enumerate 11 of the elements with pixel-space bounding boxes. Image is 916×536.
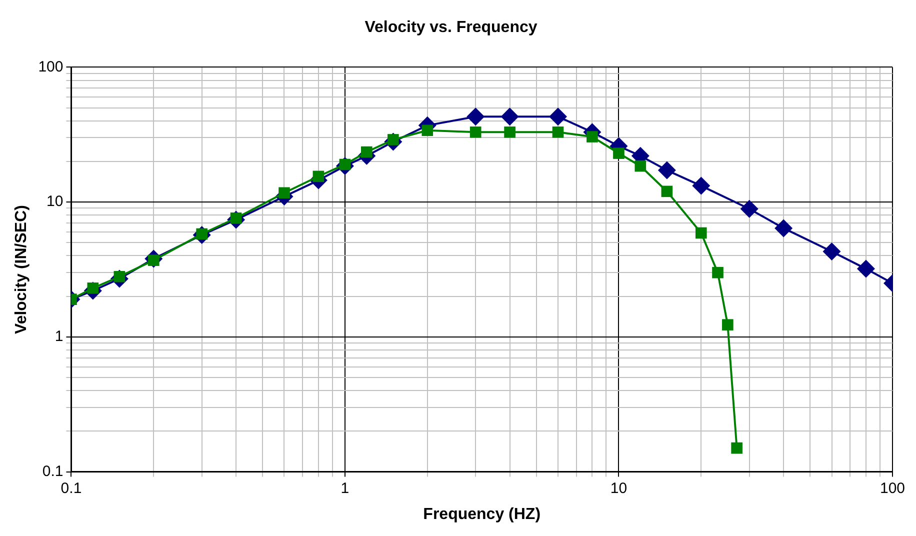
y-tick-label: 10 <box>46 193 64 210</box>
x-tick-label: 100 <box>880 480 905 497</box>
y-tick-label: 100 <box>38 58 64 76</box>
x-tick-label: 1 <box>340 480 350 497</box>
chart-title: Velocity vs. Frequency <box>364 19 538 36</box>
y-tick-label: 0.1 <box>42 462 64 480</box>
x-tick-label: 10 <box>610 480 628 497</box>
x-axis-title: Frequency (HZ) <box>423 506 541 523</box>
y-tick-label: 1 <box>54 328 64 346</box>
y-axis-title: Velocity (IN/SEC) <box>13 205 30 334</box>
x-tick-label: 0.1 <box>60 480 82 497</box>
